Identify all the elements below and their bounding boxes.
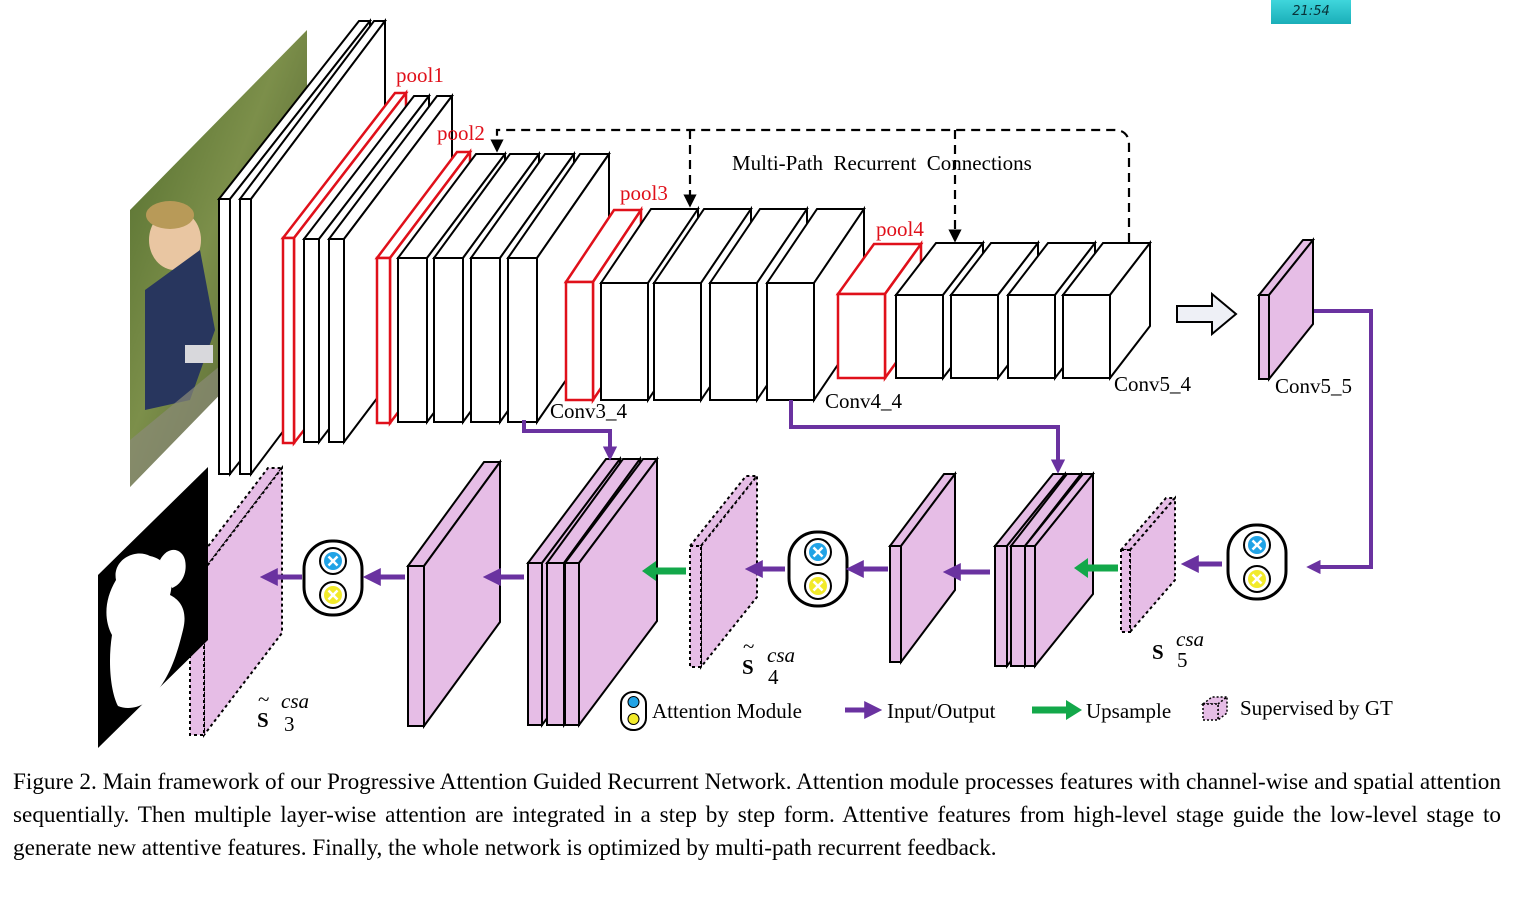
pool1-label: pool1 <box>396 63 444 87</box>
concat-feature <box>563 456 659 728</box>
legend: Attention Module Input/Output Upsample S… <box>620 691 1393 731</box>
clock: 21:54 <box>1271 0 1351 24</box>
s4-feature <box>687 473 760 670</box>
svg-text:~: ~ <box>258 687 269 711</box>
pool4-label: pool4 <box>876 217 924 241</box>
encoder-layers <box>216 18 1316 477</box>
attention-module-3 <box>302 539 364 617</box>
legend-attention-module-icon <box>620 691 647 731</box>
conv5-5-feature <box>1256 237 1316 382</box>
legend-supervised-label: Supervised by GT <box>1240 696 1393 720</box>
svg-text:csa: csa <box>767 643 795 667</box>
svg-text:csa: csa <box>281 689 309 713</box>
skip-conv4-arrow <box>789 400 1066 474</box>
svg-text:csa: csa <box>1176 627 1204 651</box>
saliency-output <box>98 467 208 748</box>
decoder-layers <box>187 455 1288 738</box>
attention-module-5 <box>1226 523 1288 601</box>
s5-label: S csa 5 <box>1152 627 1204 672</box>
legend-io-label: Input/Output <box>887 699 996 723</box>
s5-feature <box>1118 495 1178 635</box>
legend-upsample-label: Upsample <box>1086 699 1171 723</box>
multiply-icon <box>812 546 824 558</box>
s3-label: S ~ csa 3 <box>257 687 309 736</box>
transfer-arrow-icon <box>1176 291 1238 337</box>
svg-text:~: ~ <box>743 634 754 658</box>
svg-text:S: S <box>1152 640 1164 664</box>
conv5-layer <box>1060 240 1153 381</box>
recurrent-connections-label: Multi-Path Recurrent Connections <box>732 151 1032 175</box>
legend-attention-label: Attention Module <box>652 699 802 723</box>
pool2-label: pool2 <box>437 121 485 145</box>
svg-text:5: 5 <box>1177 648 1188 672</box>
multiply-icon <box>812 580 824 592</box>
conv3-4-label: Conv3_4 <box>550 399 628 423</box>
upsample-arrow-head <box>642 561 656 581</box>
figure-caption: Figure 2. Main framework of our Progress… <box>13 769 1501 861</box>
upsample-arrow-head <box>1074 558 1088 578</box>
legend-supervised-icon <box>1200 695 1230 722</box>
multiply-icon <box>1251 573 1263 585</box>
conv5-5-output-arrow <box>1306 309 1373 575</box>
skip-conv3-arrow <box>522 420 618 461</box>
connectors <box>259 128 1373 586</box>
svg-text:S: S <box>257 708 269 732</box>
recurrent-path <box>490 128 1131 242</box>
svg-text:S: S <box>742 655 754 679</box>
concat-feature <box>1022 471 1096 669</box>
multiply-icon <box>327 589 339 601</box>
conv5-4-label: Conv5_4 <box>1114 372 1192 396</box>
decoder-feature <box>406 458 502 730</box>
pool3-label: pool3 <box>620 181 668 205</box>
svg-text:3: 3 <box>284 712 295 736</box>
conv5-5-label: Conv5_5 <box>1275 374 1352 398</box>
conv4-4-label: Conv4_4 <box>825 389 903 413</box>
architecture-diagram: pool1 pool2 pool3 pool4 Conv3_4 Conv4_4 … <box>98 18 1393 748</box>
multiply-icon <box>327 555 339 567</box>
multiply-icon <box>1251 539 1263 551</box>
svg-text:4: 4 <box>768 665 779 689</box>
attention-module-4 <box>787 530 849 608</box>
decoder-feature <box>888 471 957 665</box>
s4-label: S ~ csa 4 <box>742 634 795 689</box>
